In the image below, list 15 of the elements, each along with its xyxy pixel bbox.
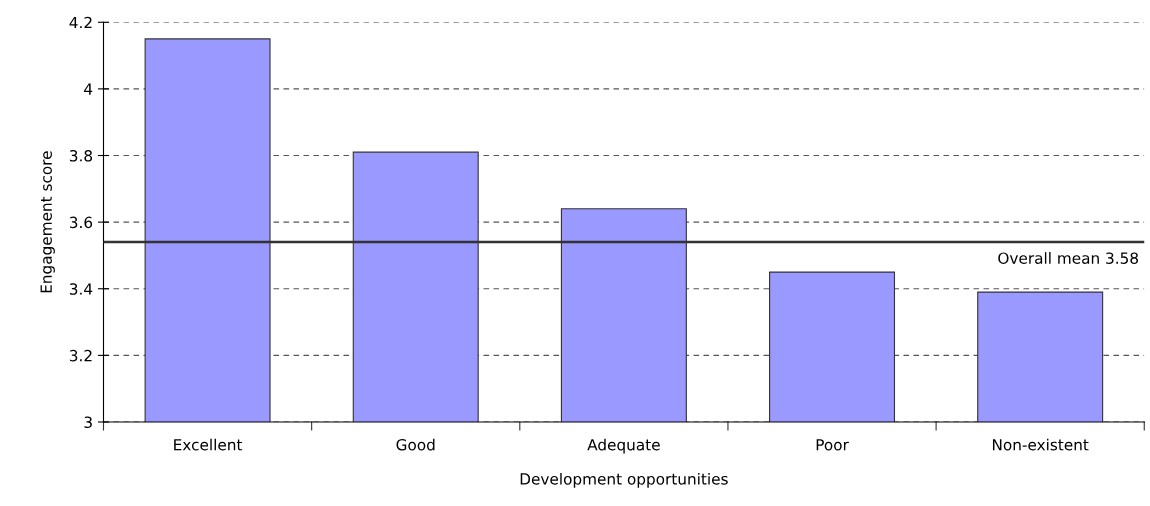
y-tick-label: 3.2: [69, 349, 92, 362]
x-tick-label: Poor: [816, 439, 849, 451]
x-axis-title: Development opportunities: [520, 472, 728, 488]
ref-line-label: Overall mean 3.58: [998, 252, 1138, 264]
y-tick-label: 3.8: [69, 149, 93, 162]
x-tick-label: Good: [396, 438, 435, 451]
y-tick-label: 4: [84, 83, 93, 95]
y-tick-label: 3.6: [69, 216, 93, 229]
y-tick-label: 3: [84, 416, 92, 429]
x-tick-label: Non-existent: [992, 438, 1089, 451]
y-tick-label: 3.4: [69, 283, 93, 295]
y-tick-label: 4.2: [69, 16, 92, 29]
x-tick-label: Excellent: [174, 438, 243, 451]
x-tick-label: Adequate: [587, 438, 660, 454]
y-axis-title: Engagement score: [40, 151, 55, 293]
